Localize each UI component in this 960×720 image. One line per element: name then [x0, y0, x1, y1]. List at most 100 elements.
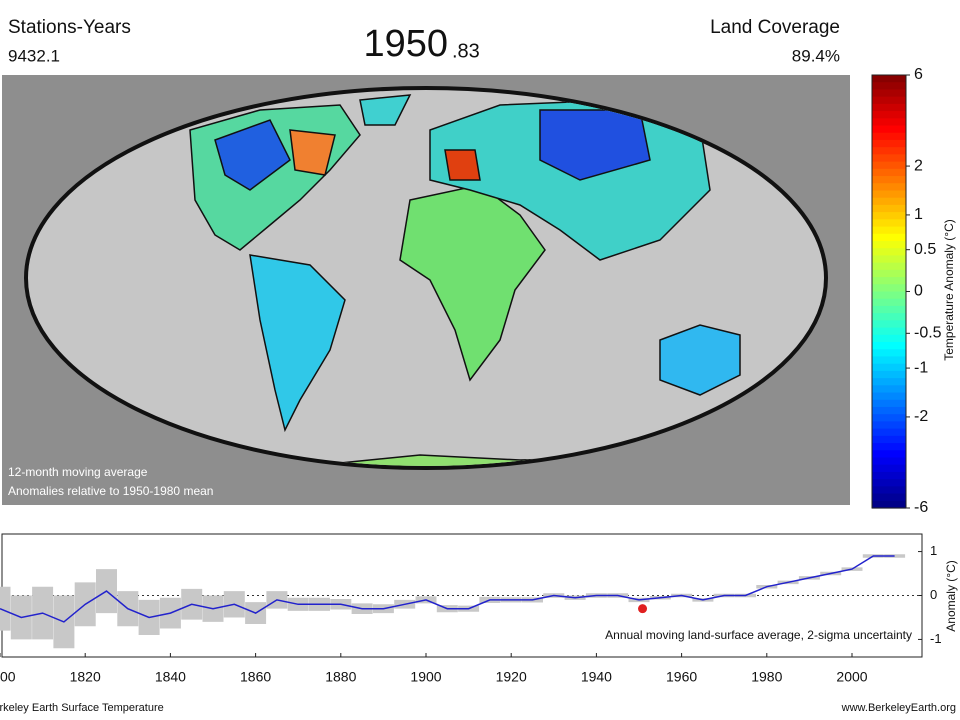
footer-right: www.BerkeleyEarth.org [841, 702, 956, 714]
colorbar-swatch [872, 450, 906, 459]
colorbar-swatch [872, 320, 906, 329]
colorbar-swatch [872, 183, 906, 192]
colorbar-swatch [872, 392, 906, 401]
colorbar-swatch [872, 132, 906, 141]
x-tick-label: 1920 [496, 669, 527, 685]
x-tick-label: 1880 [325, 669, 356, 685]
colorbar-swatch [872, 363, 906, 372]
colorbar-swatch [872, 327, 906, 336]
colorbar-swatch [872, 168, 906, 177]
colorbar-swatch [872, 500, 906, 509]
colorbar-swatch [872, 406, 906, 415]
y-tick-label: 1 [930, 543, 937, 558]
x-tick-label: 1940 [581, 669, 612, 685]
x-tick-label: 1900 [410, 669, 441, 685]
colorbar-swatch [872, 103, 906, 112]
colorbar-swatch [872, 248, 906, 257]
colorbar-tick-label: 2 [914, 157, 923, 174]
colorbar-swatch [872, 342, 906, 350]
colorbar-swatch [872, 334, 906, 343]
colorbar-swatch [872, 89, 906, 98]
colorbar-tick-label: 6 [914, 66, 923, 83]
colorbar-swatch [872, 262, 906, 271]
y-tick-label: -1 [930, 631, 942, 646]
colorbar-swatch [872, 139, 906, 148]
colorbar-swatch [872, 291, 906, 300]
footer-left: Berkeley Earth Surface Temperature [0, 702, 164, 714]
colorbar-tick-label: -2 [914, 408, 928, 425]
colorbar-tick-label: 0 [914, 283, 923, 300]
colorbar-swatch [872, 493, 906, 502]
na-cold [214, 119, 291, 191]
x-tick-label: 1980 [751, 669, 782, 685]
colorbar-swatch [872, 204, 906, 213]
coverage-label: Land Coverage [710, 17, 840, 38]
colorbar-swatch [872, 82, 906, 91]
current-marker [638, 604, 648, 614]
stations-label: Stations-Years [8, 17, 131, 38]
colorbar: 6 2 1 0.5 0 -0.5 -1 -2 -6 [871, 66, 942, 516]
colorbar-tick-label: -1 [914, 359, 928, 376]
colorbar-swatch [872, 313, 906, 321]
colorbar-swatch [872, 233, 906, 242]
na-warm [289, 129, 336, 176]
colorbar-swatch [872, 96, 906, 105]
colorbar-swatch [872, 197, 906, 206]
colorbar-swatch [872, 277, 906, 285]
plot: 1800 1820 1840 1860 1880 1900 1920 1940 1960 1980… [0, 543, 942, 685]
colorbar-swatch [872, 111, 906, 119]
y-axis-label: Anomaly (°C) [944, 560, 958, 631]
colorbar-swatch [872, 479, 906, 487]
annotation: Annual moving land-surface average, 2-si… [605, 628, 912, 642]
x-tick-label: 1840 [155, 669, 186, 685]
map-note: 12-month moving average [8, 465, 148, 479]
australia [659, 324, 741, 396]
colorbar-swatch [872, 486, 906, 495]
colorbar-swatch [872, 154, 906, 163]
x-tick-label: 1800 [0, 669, 16, 685]
colorbar-swatch [872, 226, 906, 235]
colorbar-swatch [872, 356, 906, 365]
year: 1950 [363, 23, 448, 65]
map-note: Anomalies relative to 1950-1980 mean [8, 484, 213, 498]
colorbar-swatch [872, 399, 906, 408]
colorbar-swatch [872, 370, 906, 379]
colorbar-swatch [872, 298, 906, 307]
colorbar-swatch [872, 212, 906, 220]
x-tick-label: 2000 [836, 669, 867, 685]
colorbar-swatch [872, 176, 906, 184]
colorbar-swatch [872, 378, 906, 386]
colorbar-swatch [872, 421, 906, 430]
colorbar-swatch [872, 190, 906, 199]
colorbar-swatch [872, 147, 906, 155]
colorbar-label: Temperature Anomaly (°C) [942, 219, 956, 361]
x-tick-label: 1860 [240, 669, 271, 685]
colorbar-swatch [872, 240, 906, 249]
coverage-value: 89.4% [792, 46, 840, 65]
colorbar-swatch [872, 269, 906, 278]
colorbar-swatch [872, 161, 906, 170]
colorbar-tick-label: -0.5 [914, 325, 942, 342]
colorbar-swatch [872, 385, 906, 394]
colorbar-swatch [872, 443, 906, 451]
colorbar-swatch [872, 464, 906, 473]
colorbar-swatch [872, 349, 906, 358]
colorbar-swatch [872, 75, 906, 83]
greenland [359, 94, 412, 126]
x-tick-label: 1960 [666, 669, 697, 685]
colorbar-tick-label: 1 [914, 206, 923, 223]
colorbar-swatch [872, 284, 906, 293]
colorbar-swatch [872, 435, 906, 444]
colorbar-swatch [872, 471, 906, 480]
colorbar-swatch [872, 428, 906, 437]
colorbar-swatch [872, 118, 906, 127]
colorbar-swatch [872, 305, 906, 314]
europe-warm [444, 149, 481, 181]
continents [189, 94, 741, 466]
south-america [249, 254, 346, 433]
colorbar-swatch [872, 457, 906, 466]
y-tick-label: 0 [930, 587, 937, 602]
x-tick-label: 1820 [70, 669, 101, 685]
